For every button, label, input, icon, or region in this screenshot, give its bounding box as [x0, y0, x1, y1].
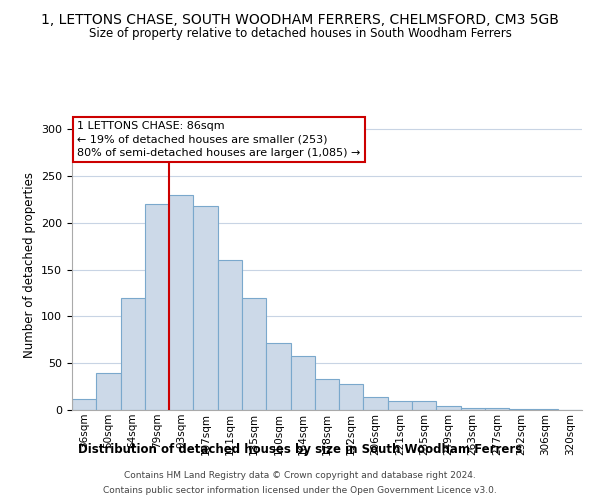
- Bar: [145, 204, 169, 410]
- Bar: [461, 408, 485, 410]
- Bar: [121, 298, 145, 410]
- Text: Contains HM Land Registry data © Crown copyright and database right 2024.: Contains HM Land Registry data © Crown c…: [124, 471, 476, 480]
- Text: 1, LETTONS CHASE, SOUTH WOODHAM FERRERS, CHELMSFORD, CM3 5GB: 1, LETTONS CHASE, SOUTH WOODHAM FERRERS,…: [41, 12, 559, 26]
- Bar: [436, 406, 461, 410]
- Bar: [266, 342, 290, 410]
- Bar: [242, 298, 266, 410]
- Bar: [388, 400, 412, 410]
- Text: 1 LETTONS CHASE: 86sqm
← 19% of detached houses are smaller (253)
80% of semi-de: 1 LETTONS CHASE: 86sqm ← 19% of detached…: [77, 122, 361, 158]
- Bar: [72, 399, 96, 410]
- Bar: [339, 384, 364, 410]
- Bar: [169, 195, 193, 410]
- Bar: [412, 400, 436, 410]
- Bar: [533, 409, 558, 410]
- Text: Size of property relative to detached houses in South Woodham Ferrers: Size of property relative to detached ho…: [89, 28, 511, 40]
- Bar: [364, 397, 388, 410]
- Bar: [193, 206, 218, 410]
- Bar: [290, 356, 315, 410]
- Bar: [509, 409, 533, 410]
- Bar: [218, 260, 242, 410]
- Bar: [315, 379, 339, 410]
- Text: Distribution of detached houses by size in South Woodham Ferrers: Distribution of detached houses by size …: [78, 442, 522, 456]
- Bar: [96, 372, 121, 410]
- Text: Contains public sector information licensed under the Open Government Licence v3: Contains public sector information licen…: [103, 486, 497, 495]
- Bar: [485, 408, 509, 410]
- Y-axis label: Number of detached properties: Number of detached properties: [23, 172, 35, 358]
